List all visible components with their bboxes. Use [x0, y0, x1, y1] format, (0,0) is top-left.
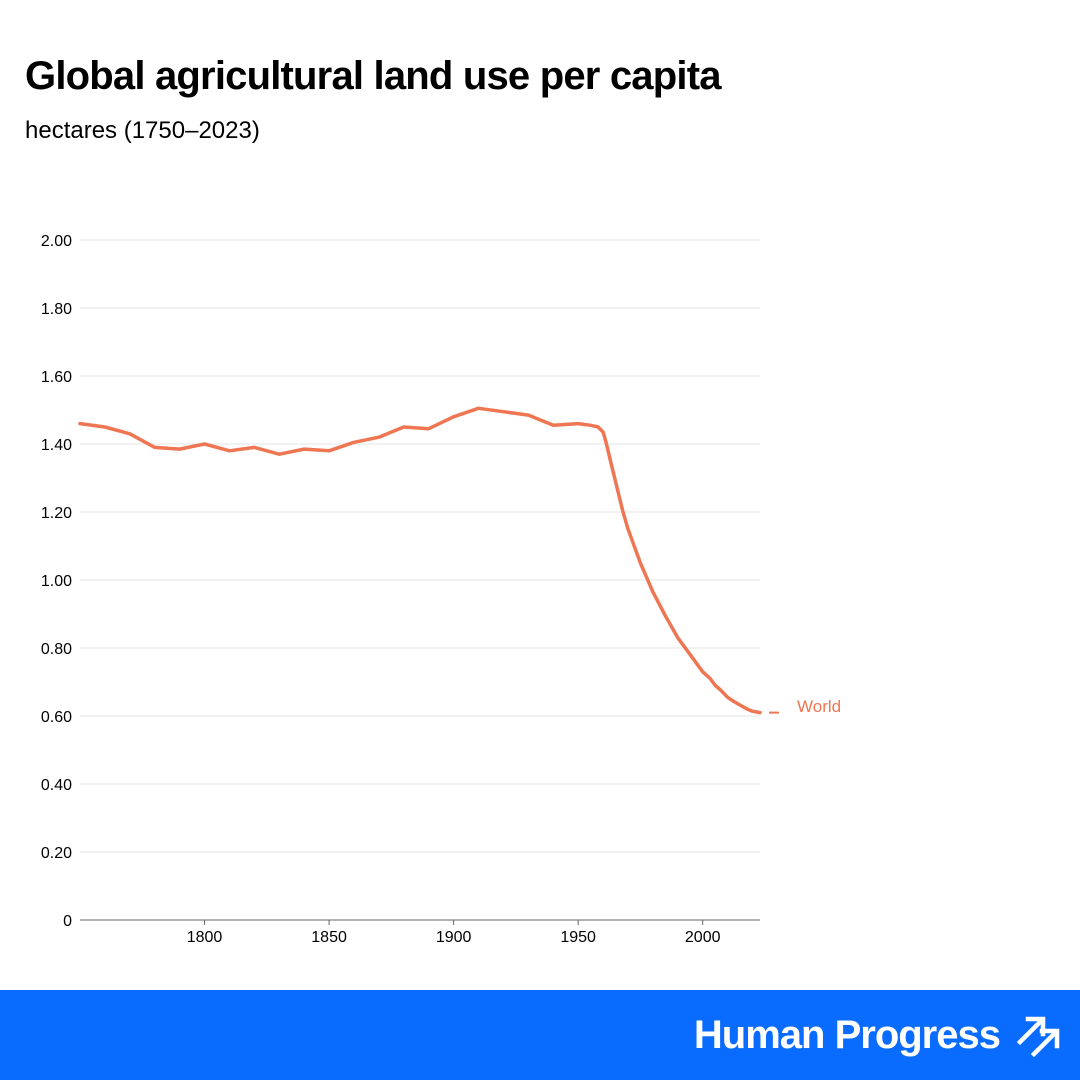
series-label-world: World	[797, 697, 841, 716]
x-tick-label: 1900	[436, 929, 472, 946]
line-chart: 0 0.20 0.40 0.60 0.80 1.00 1.20 1.40 1.60 1.80 2.0…	[41, 233, 841, 946]
gridlines	[80, 239, 760, 921]
y-tick-label: 0.20	[41, 845, 72, 862]
y-tick-label: 1.20	[41, 505, 72, 522]
y-tick-label: 0.80	[41, 641, 72, 658]
x-tick-label: 1800	[187, 929, 223, 946]
x-tick-label: 2000	[685, 929, 721, 946]
y-tick-label: 0.40	[41, 777, 72, 794]
series-line-world	[78, 406, 762, 715]
y-tick-label: 0	[63, 913, 72, 930]
brand-name: Human Progress	[693, 1013, 1001, 1057]
chart-subtitle: hectares (1750–2023)	[25, 117, 260, 144]
y-axis: 0 0.20 0.40 0.60 0.80 1.00 1.20 1.40 1.60 1.80 2.0…	[41, 233, 72, 930]
x-axis: 1800 1850 1900 1950 2000	[187, 920, 721, 946]
y-tick-label: 1.60	[41, 369, 72, 386]
human-progress-logo-icon	[1016, 1016, 1060, 1058]
y-tick-label: 1.40	[41, 437, 72, 454]
x-tick-label: 1950	[560, 929, 596, 946]
x-tick-label: 1850	[311, 929, 347, 946]
y-tick-label: 1.80	[41, 301, 72, 318]
chart-title: Global agricultural land use per capita	[25, 54, 721, 98]
series-layer: World	[78, 406, 841, 716]
y-tick-label: 0.60	[41, 709, 72, 726]
brand-footer: Human Progress	[0, 990, 1080, 1080]
y-tick-label: 1.00	[41, 573, 72, 590]
y-tick-label: 2.00	[41, 233, 72, 250]
